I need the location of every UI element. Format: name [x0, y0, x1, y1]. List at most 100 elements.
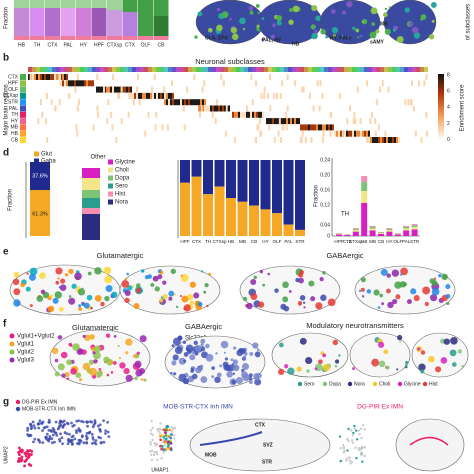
subclass-color	[308, 67, 312, 72]
bar-segment	[138, 0, 153, 14]
bar-segment	[378, 233, 384, 234]
heatmap-cell	[276, 92, 279, 99]
cell-cluster	[68, 268, 74, 275]
legend-label: Dopa	[115, 176, 130, 182]
bar-segment	[214, 160, 225, 187]
umap-point	[81, 434, 84, 438]
umap-point	[167, 443, 170, 447]
heatmap-cell	[212, 105, 214, 112]
cell-cluster	[94, 294, 102, 302]
heatmap-cell	[340, 130, 342, 137]
cell-cluster	[255, 4, 260, 8]
cell-cluster	[20, 282, 26, 288]
subclass-color	[100, 67, 104, 72]
cell-cluster	[420, 14, 427, 20]
cell-cluster	[341, 34, 344, 38]
umap-point	[158, 432, 161, 435]
heatmap-cell	[46, 74, 48, 80]
umap-point	[155, 452, 159, 456]
cell-cluster	[250, 293, 258, 301]
cell-cluster	[360, 35, 363, 38]
cell-cluster	[89, 367, 97, 376]
cell-cluster	[162, 293, 168, 300]
heatmap-cell	[137, 74, 140, 80]
cell-cluster	[51, 347, 59, 355]
umap-point	[361, 446, 364, 449]
heatmap-cell	[166, 99, 168, 106]
heatmap-cell	[220, 74, 223, 80]
cell-cluster	[136, 351, 140, 355]
cell-cluster	[194, 351, 199, 356]
heatmap-cell	[269, 105, 272, 112]
heatmap-cell	[78, 80, 80, 87]
umap-point	[355, 456, 358, 460]
cell-cluster	[431, 19, 435, 23]
heatmap-cell	[50, 74, 52, 80]
subclass-color	[284, 67, 288, 72]
umap-point	[345, 459, 348, 462]
heatmap-cell	[384, 137, 386, 143]
cell-cluster	[180, 274, 189, 282]
umap-point	[17, 446, 21, 450]
subclass-color	[404, 67, 408, 72]
cell-cluster	[248, 373, 253, 377]
umap-point	[85, 441, 89, 444]
cell-cluster	[216, 24, 223, 32]
umap-point	[164, 437, 168, 441]
cell-cluster	[89, 334, 95, 340]
heatmap-cell	[420, 137, 423, 143]
heatmap-cell	[362, 130, 364, 137]
cell-cluster	[118, 356, 122, 360]
umap-point	[37, 422, 40, 425]
cell-cluster	[377, 341, 385, 348]
legend-swatch	[9, 357, 15, 363]
bar-segment	[29, 36, 45, 40]
heatmap-cell	[236, 111, 238, 118]
heatmap-cell	[200, 105, 203, 112]
heatmap-cell	[138, 92, 140, 99]
cell-cluster	[160, 302, 164, 305]
heatmap-cell	[310, 137, 313, 143]
bar-segment	[352, 228, 359, 229]
subclass-color	[312, 67, 316, 72]
umap-point	[160, 457, 163, 460]
region-color	[20, 74, 26, 80]
cell-cluster	[261, 38, 265, 42]
umap-point	[53, 440, 56, 444]
cell-cluster	[39, 272, 46, 279]
cell-cluster	[288, 290, 292, 293]
brain-section	[354, 265, 456, 315]
cell-cluster	[334, 364, 338, 368]
cell-cluster	[395, 294, 401, 300]
cell-cluster	[314, 367, 318, 371]
cell-cluster	[54, 291, 62, 299]
heatmap-cell	[372, 137, 374, 143]
umap-point	[162, 435, 166, 439]
heatmap-cell	[254, 111, 256, 118]
region-color	[20, 130, 26, 137]
heatmap-cell	[396, 137, 398, 143]
legend-swatch	[108, 183, 113, 189]
subclass-color	[168, 67, 172, 72]
subclass-color	[196, 67, 200, 72]
cell-cluster	[410, 288, 417, 295]
heatmap-cell	[56, 74, 58, 80]
bar-segment	[91, 36, 107, 40]
heatmap-cell	[202, 99, 204, 106]
heatmap-cell	[147, 111, 150, 118]
cell-cluster	[168, 290, 175, 297]
heatmap-cell	[58, 99, 61, 106]
heatmap-cell	[304, 124, 306, 131]
heatmap-cell	[224, 105, 226, 112]
subclass-color	[296, 67, 300, 72]
bar-segment	[352, 231, 359, 236]
bar-segment	[14, 8, 29, 36]
subclass-color	[276, 67, 280, 72]
legend-swatch	[108, 199, 113, 205]
heatmap-cell	[320, 124, 322, 131]
heatmap-cell	[190, 99, 192, 106]
cell-cluster	[292, 5, 300, 13]
heatmap-cell	[59, 80, 62, 87]
subclass-color	[340, 67, 344, 72]
heatmap-cell	[37, 118, 40, 125]
